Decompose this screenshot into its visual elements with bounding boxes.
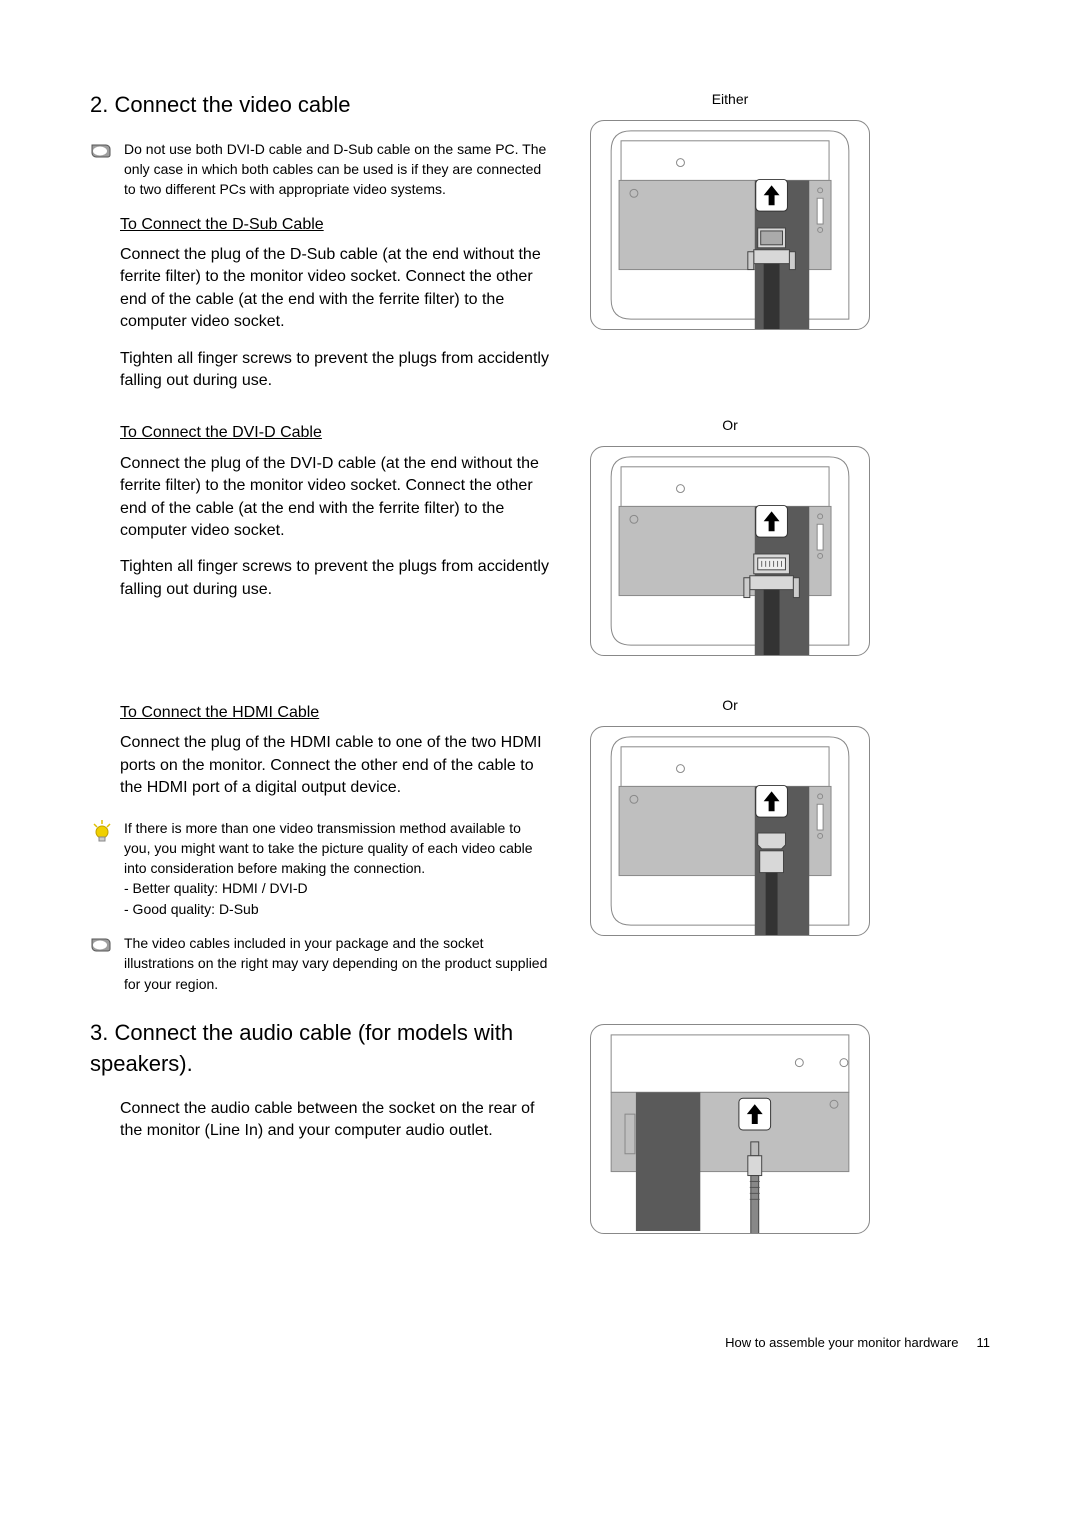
dsub-heading: To Connect the D-Sub Cable <box>120 214 550 236</box>
tip-line1: - Better quality: HDMI / DVI-D <box>124 878 550 898</box>
section3-p1: Connect the audio cable between the sock… <box>120 1098 550 1143</box>
illustration-dsub <box>590 120 870 330</box>
label-or-2: Or <box>722 696 738 716</box>
page-footer: How to assemble your monitor hardware 11 <box>90 1334 990 1352</box>
label-or-1: Or <box>722 416 738 436</box>
dsub-p1: Connect the plug of the D-Sub cable (at … <box>120 244 550 334</box>
illustration-audio <box>590 1024 870 1234</box>
note-icon <box>90 139 114 166</box>
label-either: Either <box>712 90 749 110</box>
tip-text: If there is more than one video transmis… <box>124 818 550 919</box>
hdmi-p1: Connect the plug of the HDMI cable to on… <box>120 732 550 799</box>
warning-text: Do not use both DVI-D cable and D-Sub ca… <box>124 139 550 200</box>
note2-text: The video cables included in your packag… <box>124 933 550 994</box>
dsub-p2: Tighten all finger screws to prevent the… <box>120 348 550 393</box>
illustration-hdmi <box>590 726 870 936</box>
section-2-title: 2. Connect the video cable <box>90 90 550 121</box>
dvid-heading: To Connect the DVI-D Cable <box>120 422 550 444</box>
dvid-p2: Tighten all finger screws to prevent the… <box>120 556 550 601</box>
tip-line2: - Good quality: D-Sub <box>124 899 550 919</box>
dvid-p1: Connect the plug of the DVI-D cable (at … <box>120 453 550 543</box>
tip-icon <box>90 818 114 851</box>
tip-intro: If there is more than one video transmis… <box>124 818 550 879</box>
page-number: 11 <box>977 1334 991 1352</box>
section-3-title: 3. Connect the audio cable (for models w… <box>90 1018 550 1080</box>
footer-text: How to assemble your monitor hardware <box>725 1334 958 1352</box>
note-icon-2 <box>90 933 114 960</box>
hdmi-heading: To Connect the HDMI Cable <box>120 702 550 724</box>
illustration-dvid <box>590 446 870 656</box>
